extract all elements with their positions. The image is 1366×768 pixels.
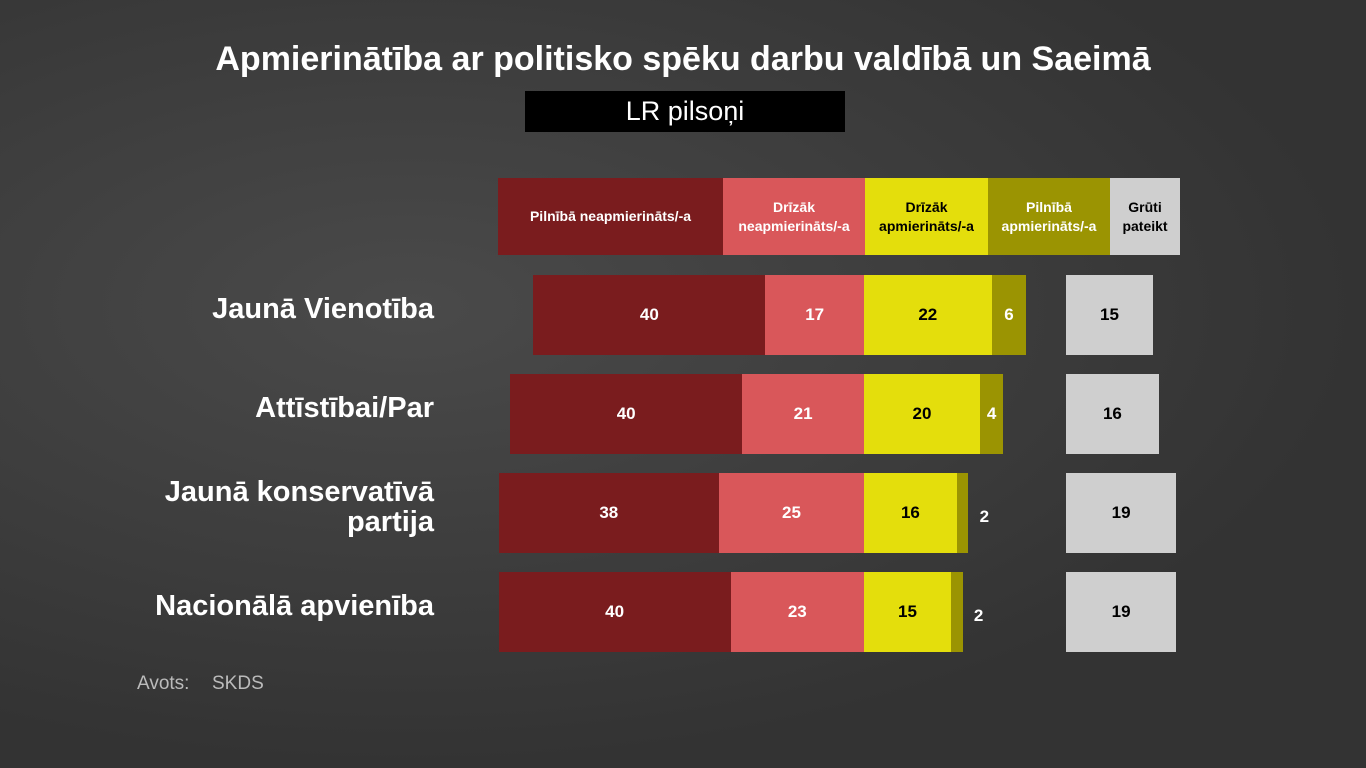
value-label: 22 (918, 305, 938, 324)
value-label: 2 (973, 606, 984, 625)
bar (956, 473, 969, 553)
bar (742, 374, 864, 454)
value-label: 25 (782, 503, 801, 522)
bar (765, 275, 864, 355)
chart-subtitle: LR pilsoņi (525, 91, 845, 132)
value-label: 21 (793, 404, 813, 423)
bar (864, 374, 980, 454)
bar (980, 374, 1004, 454)
value-label: 23 (787, 602, 807, 621)
bar (864, 572, 951, 652)
bar (719, 473, 864, 553)
bar (498, 473, 719, 553)
value-label: 2 (979, 507, 990, 526)
bar (1066, 473, 1177, 553)
value-label: 40 (605, 602, 625, 621)
source: SKDS (212, 673, 264, 694)
legend-entry: Drīzāk apmierināts/-a (865, 178, 988, 255)
value-label: 15 (1100, 305, 1119, 324)
chart-title: Apmierinātība ar politisko spēku darbu v… (215, 40, 1151, 78)
value-label: 38 (599, 503, 619, 522)
legend-entry: Pilnībā neapmierināts/-a (498, 178, 723, 255)
bar (1066, 374, 1159, 454)
source-label: Avots: (137, 673, 190, 694)
value-label: 17 (805, 305, 825, 324)
value-label: 4 (986, 404, 997, 423)
legend-entry: Grūti pateikt (1110, 178, 1180, 255)
bar (991, 275, 1027, 355)
category-label: Attīstībai/Par (255, 391, 434, 424)
category-label: Jaunā Vienotība (212, 292, 434, 325)
value-label: 40 (616, 404, 636, 423)
value-label: 16 (900, 503, 920, 522)
category-label: Jaunā konservatīvā partija (164, 475, 434, 538)
legend-entry: Pilnībā apmierināts/-a (988, 178, 1110, 255)
value-label: 6 (1004, 305, 1014, 324)
bar (864, 275, 992, 355)
bar (951, 572, 963, 652)
bar (1066, 572, 1177, 652)
bar (1066, 275, 1153, 355)
value-label: 16 (1102, 404, 1122, 423)
bar (510, 374, 743, 454)
value-label: 15 (898, 602, 917, 621)
bar (730, 572, 864, 652)
bar (533, 275, 766, 355)
value-label: 20 (912, 404, 932, 423)
value-label: 40 (639, 305, 659, 324)
value-label: 19 (1111, 602, 1131, 621)
bar (498, 572, 731, 652)
value-label: 19 (1111, 503, 1131, 522)
legend-entry: Drīzāk neapmierināts/-a (723, 178, 865, 255)
bar (864, 473, 957, 553)
category-label: Nacionālā apvienība (155, 589, 434, 622)
